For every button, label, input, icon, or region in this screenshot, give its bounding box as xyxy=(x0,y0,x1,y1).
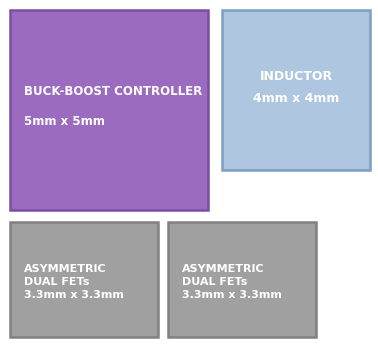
Bar xyxy=(222,10,370,170)
Bar xyxy=(10,222,158,337)
Bar xyxy=(168,222,316,337)
Text: ASYMMETRIC
DUAL FETs
3.3mm x 3.3mm: ASYMMETRIC DUAL FETs 3.3mm x 3.3mm xyxy=(182,264,282,300)
Text: ASYMMETRIC
DUAL FETs
3.3mm x 3.3mm: ASYMMETRIC DUAL FETs 3.3mm x 3.3mm xyxy=(24,264,124,300)
Text: 5mm x 5mm: 5mm x 5mm xyxy=(24,115,105,128)
Text: BUCK-BOOST CONTROLLER: BUCK-BOOST CONTROLLER xyxy=(24,85,202,98)
Text: INDUCTOR: INDUCTOR xyxy=(259,70,333,83)
Bar xyxy=(10,10,208,210)
Text: 4mm x 4mm: 4mm x 4mm xyxy=(253,92,339,105)
